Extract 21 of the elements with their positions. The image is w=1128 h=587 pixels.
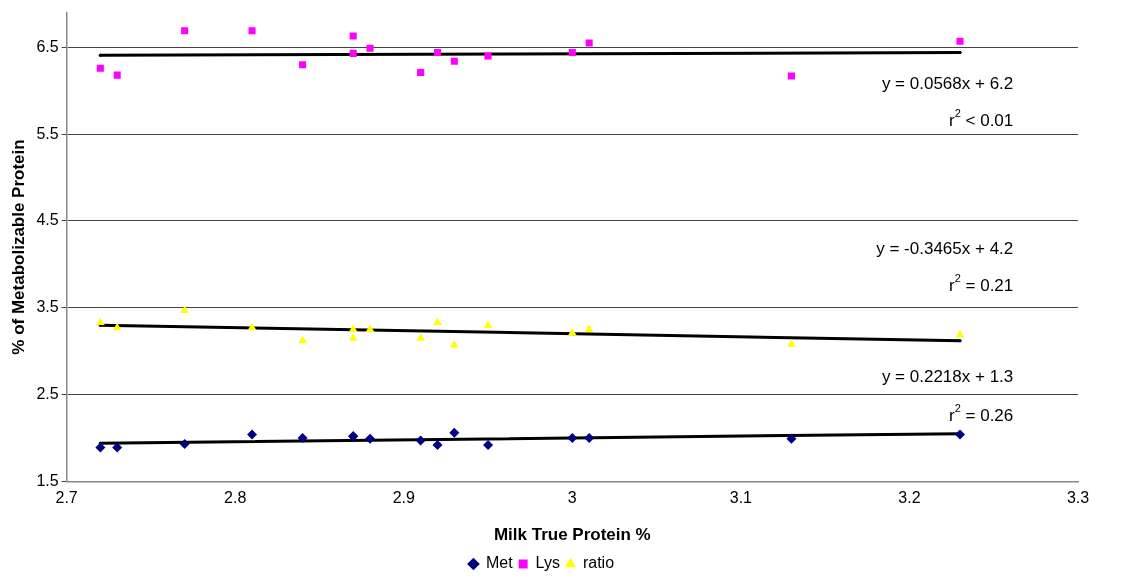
- y-tick-label: 5.5: [36, 124, 59, 142]
- x-axis-title: Milk True Protein %: [493, 525, 651, 545]
- y-tick-label: 1.5: [36, 471, 59, 489]
- annotation: y = 0.2218x + 1.3: [881, 367, 1014, 387]
- x-tick-label: 3: [567, 489, 577, 507]
- y-tick-label: 2.5: [36, 384, 59, 402]
- x-tick-label: 2.8: [224, 489, 247, 507]
- x-tick-label: 2.9: [392, 489, 415, 507]
- y-tick-label: 4.5: [36, 211, 59, 229]
- annotation: y = 0.0568x + 6.2: [881, 73, 1014, 93]
- x-tick-label: 3.1: [729, 489, 753, 507]
- x-tick-label: 3.2: [898, 489, 921, 507]
- y-tick-label: 6.5: [36, 37, 59, 55]
- y-axis-title: % of Metabolizable Protein: [8, 139, 28, 355]
- legend-label: ratio: [582, 554, 615, 572]
- legend-label: Lys: [535, 554, 560, 572]
- annotation: y = -0.3465x + 4.2: [876, 238, 1014, 258]
- y-tick-label: 3.5: [36, 298, 59, 316]
- x-tick-label: 2.7: [55, 489, 78, 507]
- legend-label: Met: [485, 554, 514, 572]
- x-tick-label: 3.3: [1066, 489, 1090, 507]
